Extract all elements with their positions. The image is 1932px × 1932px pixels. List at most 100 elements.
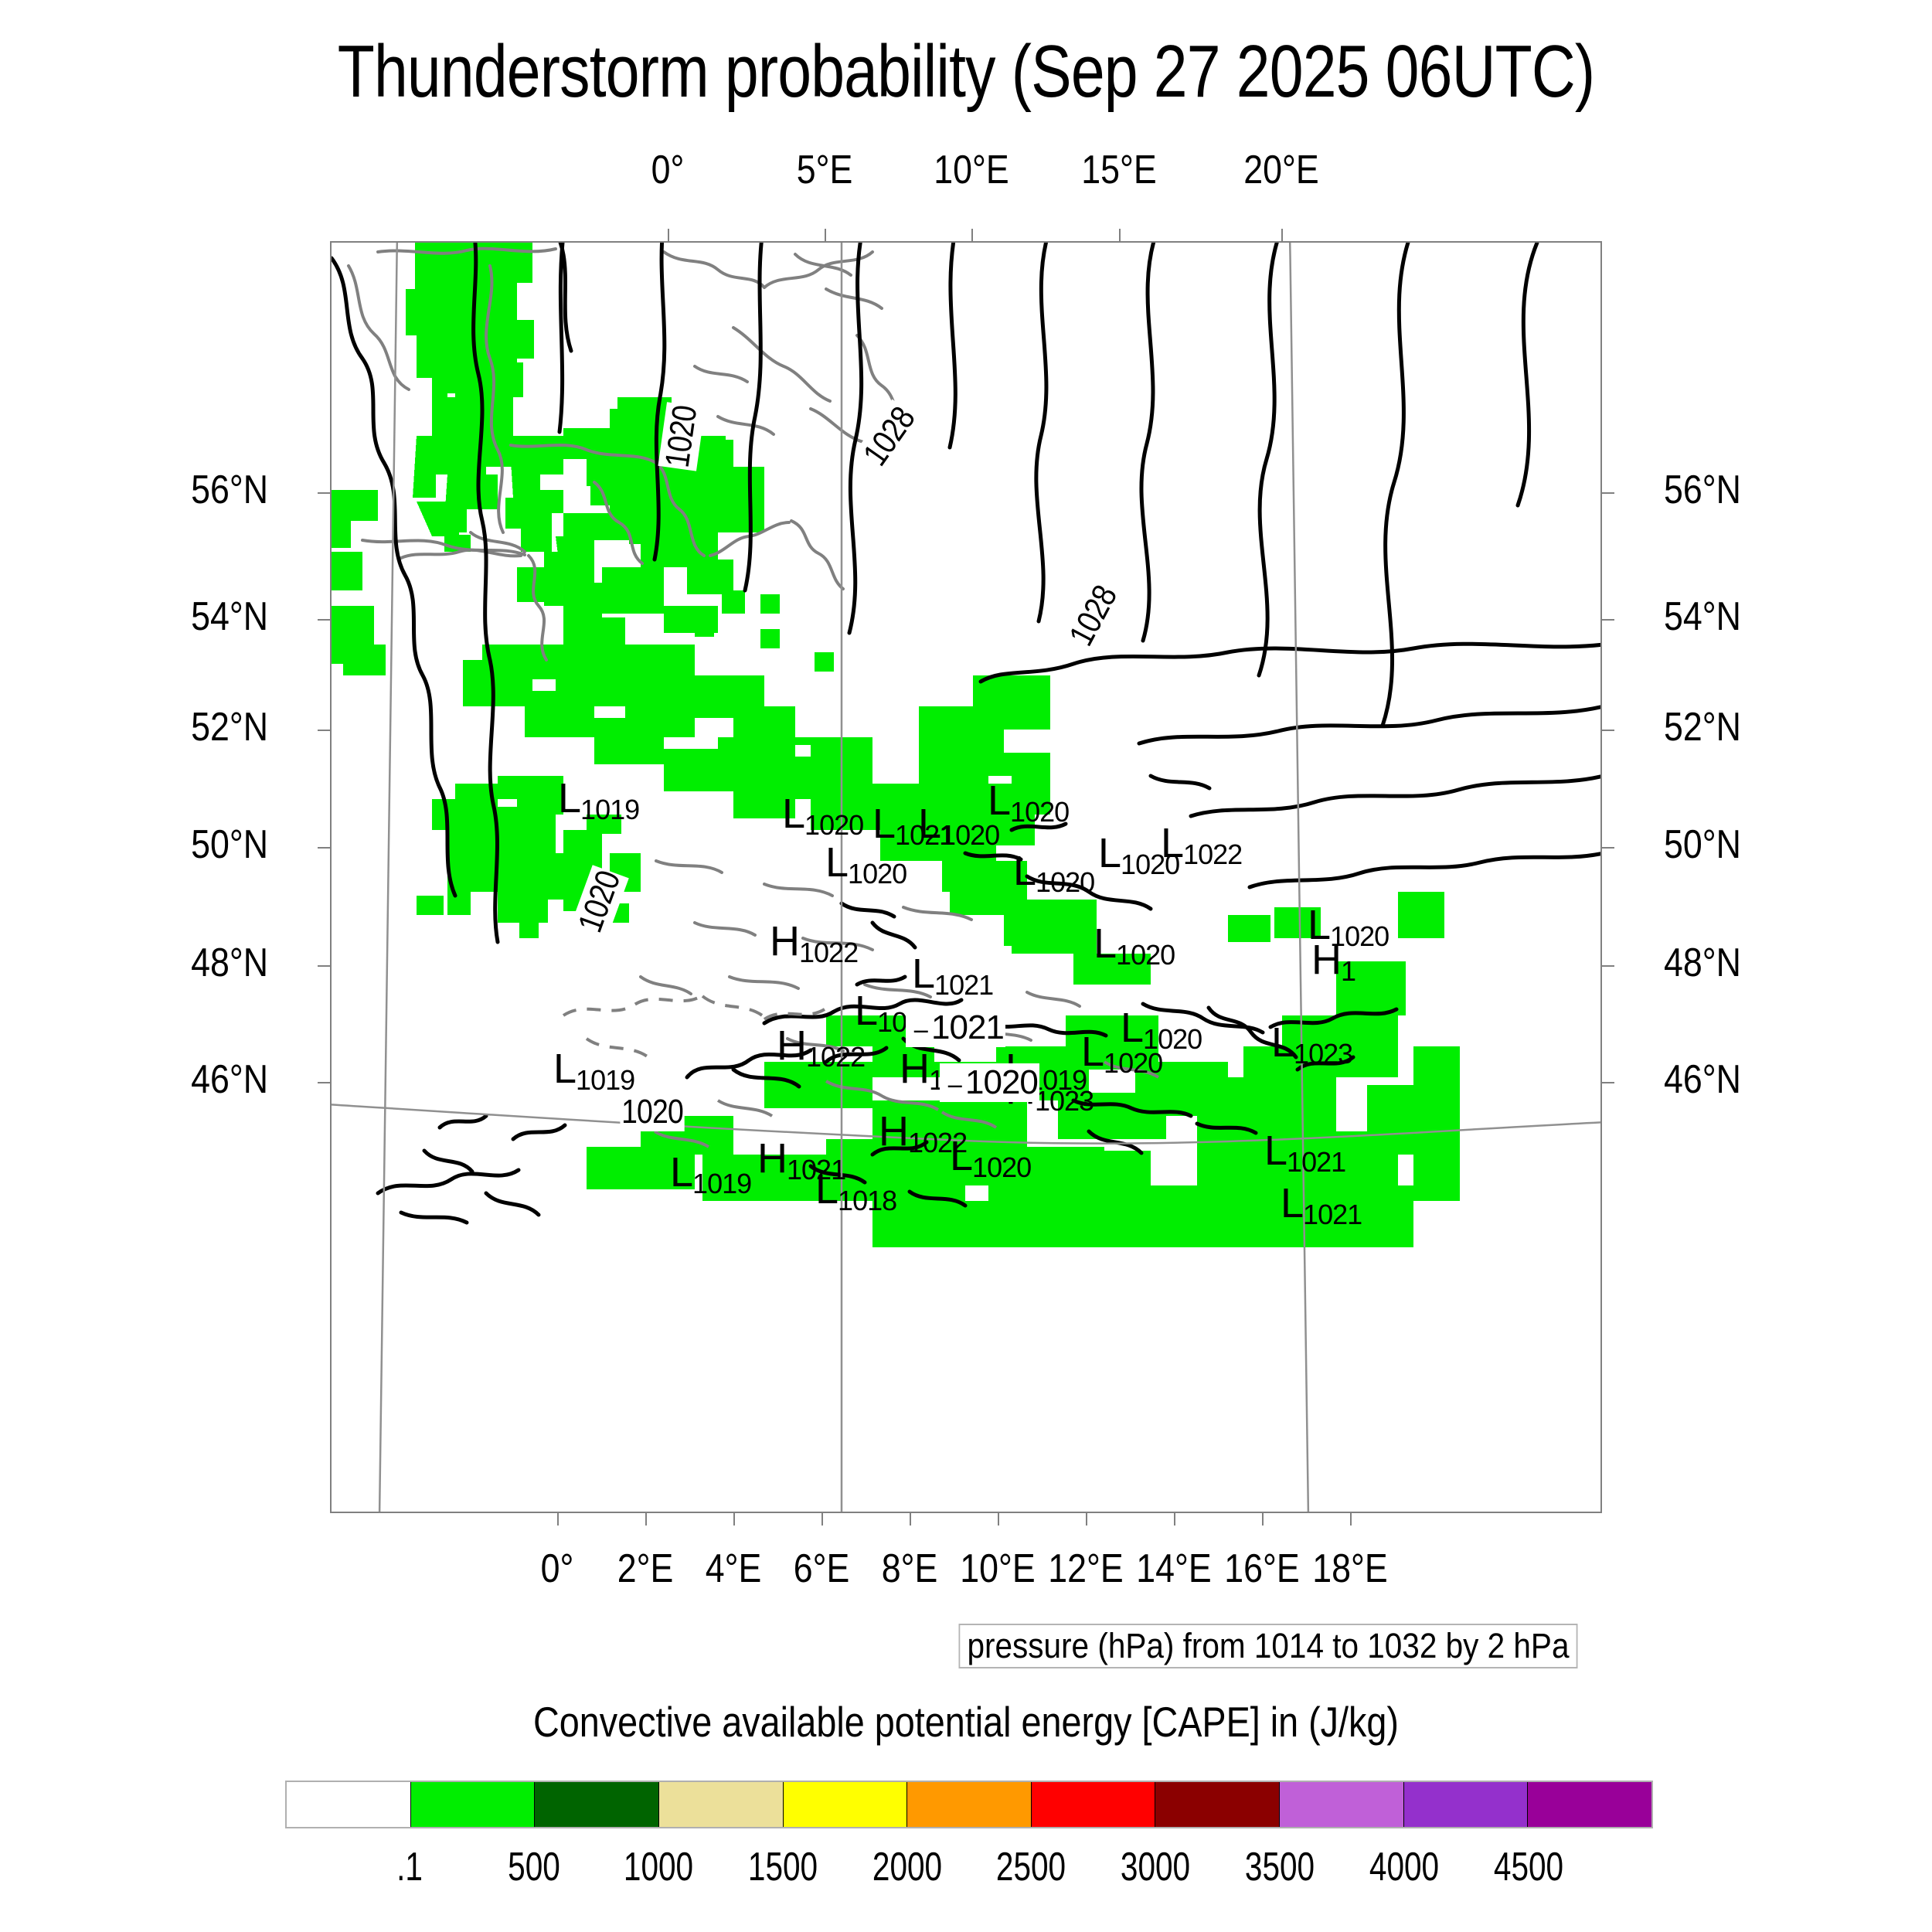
colorbar-tick-label: 2000 bbox=[872, 1845, 942, 1889]
colorbar-segment[interactable] bbox=[1527, 1782, 1652, 1827]
pressure-marker-l: L1019 bbox=[670, 1149, 752, 1198]
marker-value: 1020 bbox=[1104, 1047, 1163, 1079]
marker-value: 1021 bbox=[895, 819, 954, 851]
pressure-marker-l: L1021 bbox=[872, 803, 954, 849]
pressure-marker-l: L1020 bbox=[1098, 830, 1180, 880]
marker-type: L bbox=[815, 1166, 838, 1213]
lat-label-left: 54°N bbox=[191, 594, 268, 639]
contour-value-label: 1020 bbox=[620, 1093, 685, 1131]
pressure-marker-l: L1021 bbox=[1264, 1130, 1346, 1178]
axis-tick-left bbox=[318, 619, 330, 621]
marker-value: 1 bbox=[1341, 955, 1356, 987]
lat-label-right: 48°N bbox=[1664, 940, 1741, 985]
marker-value: 1023 bbox=[1294, 1038, 1353, 1070]
axis-tick-bottom bbox=[998, 1513, 999, 1526]
lon-label-top: 10°E bbox=[934, 148, 1009, 192]
pressure-marker-l: L1021 bbox=[1281, 1182, 1362, 1229]
marker-type: H bbox=[770, 918, 800, 964]
marker-value: 1021 bbox=[1287, 1146, 1346, 1178]
pressure-marker-l: L1020 bbox=[1094, 923, 1175, 969]
marker-type: L bbox=[825, 839, 849, 886]
colorbar-segment[interactable] bbox=[782, 1782, 907, 1827]
map-container[interactable] bbox=[330, 241, 1602, 1513]
pressure-marker-l: L1020 bbox=[782, 791, 864, 839]
marker-type: L bbox=[988, 777, 1011, 824]
lon-label-bottom: 8°E bbox=[881, 1546, 938, 1591]
marker-type: L bbox=[782, 791, 805, 837]
pressure-marker-l: L1020 bbox=[950, 1135, 1032, 1182]
axis-tick-top bbox=[825, 229, 826, 241]
pressure-marker-h: H1 bbox=[1311, 939, 1356, 987]
dashed-contour-value-label: 1020 bbox=[940, 1063, 1039, 1102]
colorbar-caption: Convective available potential energy [C… bbox=[533, 1698, 1399, 1746]
axis-tick-bottom bbox=[1174, 1513, 1175, 1526]
axis-tick-left bbox=[318, 1082, 330, 1083]
pressure-marker-l: L1020 bbox=[1121, 1007, 1202, 1053]
dashed-contour-value-label: 1021 bbox=[906, 1009, 1005, 1047]
colorbar[interactable] bbox=[285, 1781, 1653, 1828]
lon-label-top: 20°E bbox=[1243, 148, 1319, 192]
page-title: Thunderstorm probability (Sep 27 2025 06… bbox=[337, 30, 1595, 113]
pressure-marker-l: L1021 bbox=[912, 953, 994, 1001]
axis-tick-bottom bbox=[821, 1513, 823, 1526]
axis-tick-right bbox=[1602, 965, 1614, 967]
colorbar-segment[interactable] bbox=[1030, 1782, 1155, 1827]
axis-tick-bottom bbox=[645, 1513, 647, 1526]
axis-tick-right bbox=[1602, 492, 1614, 494]
pressure-marker-h: H1021 bbox=[757, 1138, 846, 1185]
lat-label-left: 56°N bbox=[191, 468, 268, 512]
marker-type: L bbox=[918, 801, 941, 847]
lon-label-top: 0° bbox=[651, 148, 685, 192]
marker-type: L bbox=[670, 1149, 693, 1196]
axis-tick-top bbox=[668, 229, 669, 241]
colorbar-tick-label: 3500 bbox=[1245, 1845, 1315, 1889]
axis-tick-right bbox=[1602, 847, 1614, 849]
marker-value: 1020 bbox=[1121, 849, 1180, 880]
axis-tick-right bbox=[1602, 730, 1614, 731]
pressure-marker-l: L1020 bbox=[918, 801, 1000, 849]
lat-label-left: 52°N bbox=[191, 705, 268, 750]
axis-tick-bottom bbox=[1086, 1513, 1087, 1526]
pressure-marker-l: L1019 bbox=[558, 777, 640, 825]
marker-value: 1019 bbox=[580, 794, 640, 825]
colorbar-segment[interactable] bbox=[906, 1782, 1031, 1827]
marker-value: 1022 bbox=[908, 1127, 968, 1158]
marker-value: 1022 bbox=[799, 937, 859, 968]
axis-tick-bottom bbox=[1350, 1513, 1352, 1526]
axis-tick-left bbox=[318, 730, 330, 731]
marker-type: H bbox=[900, 1046, 930, 1092]
marker-type: L bbox=[1161, 820, 1184, 866]
axis-tick-left bbox=[318, 847, 330, 849]
lat-label-left: 46°N bbox=[191, 1057, 268, 1102]
lat-label-left: 48°N bbox=[191, 940, 268, 985]
colorbar-segment[interactable] bbox=[410, 1782, 535, 1827]
axis-tick-right bbox=[1602, 1082, 1614, 1083]
colorbar-tick-label: 4000 bbox=[1369, 1845, 1440, 1889]
colorbar-segment[interactable] bbox=[287, 1782, 410, 1827]
marker-value: 1019 bbox=[576, 1064, 635, 1096]
lon-label-bottom: 16°E bbox=[1224, 1546, 1300, 1591]
pressure-marker-l: L1020 bbox=[1308, 904, 1389, 951]
axis-tick-left bbox=[318, 492, 330, 494]
pressure-marker-h: H1022 bbox=[879, 1108, 968, 1158]
marker-type: L bbox=[1094, 920, 1117, 967]
marker-type: L bbox=[1121, 1005, 1144, 1051]
colorbar-segment[interactable] bbox=[658, 1782, 783, 1827]
lat-label-right: 52°N bbox=[1664, 705, 1741, 750]
marker-type: H bbox=[879, 1108, 909, 1155]
marker-type: L bbox=[1013, 848, 1036, 894]
marker-value: 1021 bbox=[787, 1154, 846, 1185]
axis-tick-right bbox=[1602, 619, 1614, 621]
pressure-legend: pressure (hPa) from 1014 to 1032 by 2 hP… bbox=[958, 1624, 1578, 1668]
colorbar-segment[interactable] bbox=[1155, 1782, 1280, 1827]
axis-tick-top bbox=[1281, 229, 1283, 241]
colorbar-segment[interactable] bbox=[534, 1782, 658, 1827]
marker-type: L bbox=[1098, 830, 1121, 876]
colorbar-tick-label: 2500 bbox=[996, 1845, 1066, 1889]
colorbar-tick-label: 500 bbox=[507, 1845, 560, 1889]
colorbar-segment[interactable] bbox=[1403, 1782, 1528, 1827]
colorbar-segment[interactable] bbox=[1279, 1782, 1403, 1827]
marker-value: 1020 bbox=[848, 858, 907, 889]
marker-value: 1021 bbox=[934, 969, 994, 1001]
marker-value: 1023 bbox=[1035, 1085, 1094, 1117]
